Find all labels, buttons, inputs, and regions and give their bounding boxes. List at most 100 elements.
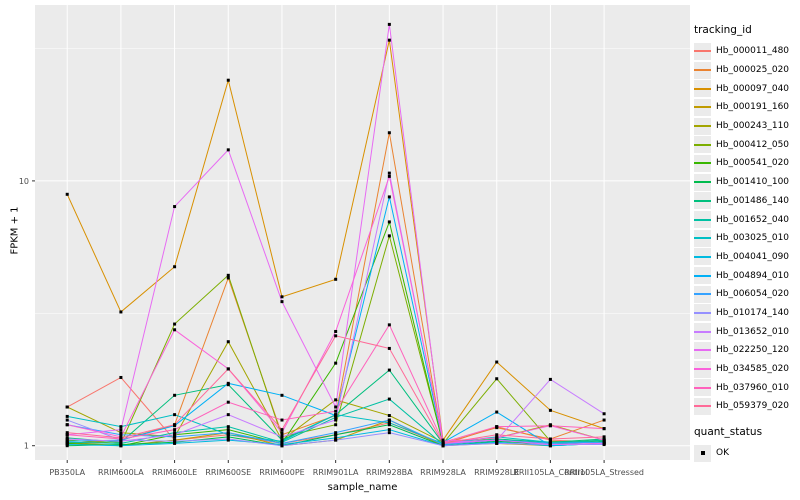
legend-key-box — [694, 323, 711, 341]
data-point — [226, 78, 230, 82]
data-point — [226, 276, 230, 280]
data-point — [602, 418, 606, 422]
legend-label: Hb_000243_110 — [716, 121, 790, 132]
legend-key-box — [694, 304, 711, 322]
legend-key-box — [694, 117, 711, 135]
data-point — [334, 398, 338, 402]
legend-entry: Hb_004041_090 — [694, 248, 800, 267]
legend-entry: Hb_006054_020 — [694, 285, 800, 304]
data-point — [226, 148, 230, 152]
legend-key-box — [694, 248, 711, 266]
legend-label: Hb_004894_010 — [716, 270, 790, 281]
legend-label: Hb_034585_020 — [716, 364, 790, 375]
data-point — [495, 433, 499, 437]
data-point — [387, 423, 391, 427]
plot-panel — [35, 5, 690, 460]
data-point — [387, 414, 391, 418]
data-point — [602, 427, 606, 431]
legend-label: Hb_059379_020 — [716, 401, 790, 412]
legend-line-icon — [694, 162, 711, 165]
data-point — [441, 444, 445, 448]
legend-label: Hb_006054_020 — [716, 289, 790, 300]
legend-line-icon — [694, 199, 711, 202]
data-point — [280, 435, 284, 439]
data-point — [226, 433, 230, 437]
legend-key-box — [694, 136, 711, 154]
legend-key-box — [694, 285, 711, 303]
legend-key-box — [694, 80, 711, 98]
data-point — [334, 277, 338, 281]
data-point — [173, 439, 177, 443]
data-point — [65, 414, 69, 418]
legend-key-box — [694, 379, 711, 397]
x-tick-label: RRII105LA_Control — [513, 468, 587, 477]
data-point — [226, 425, 230, 429]
legend-entry: Hb_000097_040 — [694, 79, 800, 98]
legend-label: Hb_037960_010 — [716, 382, 790, 393]
data-point — [387, 171, 391, 175]
data-point — [119, 375, 123, 379]
data-point — [119, 439, 123, 443]
data-point — [226, 400, 230, 404]
data-point — [173, 328, 177, 332]
x-tick-label: RRIM600SE — [205, 468, 251, 477]
data-point — [173, 435, 177, 439]
data-point — [65, 437, 69, 441]
x-tick-label: RRIM928LA — [420, 468, 466, 477]
legend-entry: Hb_000011_480 — [694, 42, 800, 61]
legend-entry: Hb_000243_110 — [694, 117, 800, 136]
data-point — [65, 431, 69, 435]
data-point — [387, 38, 391, 42]
legend-key-box — [694, 444, 711, 462]
x-tick-label: RRIM600LE — [152, 468, 197, 477]
data-point — [119, 425, 123, 429]
data-point — [280, 295, 284, 299]
data-point — [387, 368, 391, 372]
data-point — [280, 433, 284, 437]
legend-line-icon — [694, 181, 711, 184]
data-point — [495, 441, 499, 445]
legend-entry: Hb_059379_020 — [694, 397, 800, 416]
legend-line-icon — [694, 368, 711, 371]
data-point — [387, 234, 391, 238]
legend-line-icon — [694, 106, 711, 109]
data-point — [334, 334, 338, 338]
x-tick-label: RRIM928LE — [474, 468, 519, 477]
x-tick-label: RRII105LA_Stressed — [564, 468, 644, 477]
data-point — [387, 174, 391, 178]
x-axis-title: sample_name — [327, 482, 398, 493]
data-point — [119, 433, 123, 437]
legend-entry: Hb_022250_120 — [694, 341, 800, 360]
legend-key-box — [694, 397, 711, 415]
legend-key-box — [694, 154, 711, 172]
legend-label: Hb_000541_020 — [716, 158, 790, 169]
data-point — [119, 431, 123, 435]
data-point — [387, 346, 391, 350]
data-point — [602, 435, 606, 439]
data-point — [226, 413, 230, 417]
legend-label: Hb_004041_090 — [716, 251, 790, 262]
legend-entry: Hb_001410_100 — [694, 173, 800, 192]
legend-label: Hb_000412_050 — [716, 139, 790, 150]
legend-label: Hb_010174_140 — [716, 307, 790, 318]
legend-key-box — [694, 211, 711, 229]
x-tick-label: RRIM928BA — [366, 468, 413, 477]
data-point — [495, 377, 499, 381]
y-tick-label: 10 — [19, 177, 29, 186]
data-point — [280, 441, 284, 445]
data-point — [602, 438, 606, 442]
data-point — [334, 438, 338, 442]
data-point — [119, 436, 123, 440]
legend-line-icon — [694, 293, 711, 296]
data-point — [334, 431, 338, 435]
data-point — [226, 367, 230, 371]
data-point — [548, 408, 552, 412]
data-point — [119, 428, 123, 432]
legend-entry: Hb_001652_040 — [694, 210, 800, 229]
data-point — [548, 443, 552, 447]
data-point — [280, 444, 284, 448]
legend-line-icon — [694, 50, 711, 53]
legend-entry: Hb_000541_020 — [694, 154, 800, 173]
data-point — [173, 431, 177, 435]
